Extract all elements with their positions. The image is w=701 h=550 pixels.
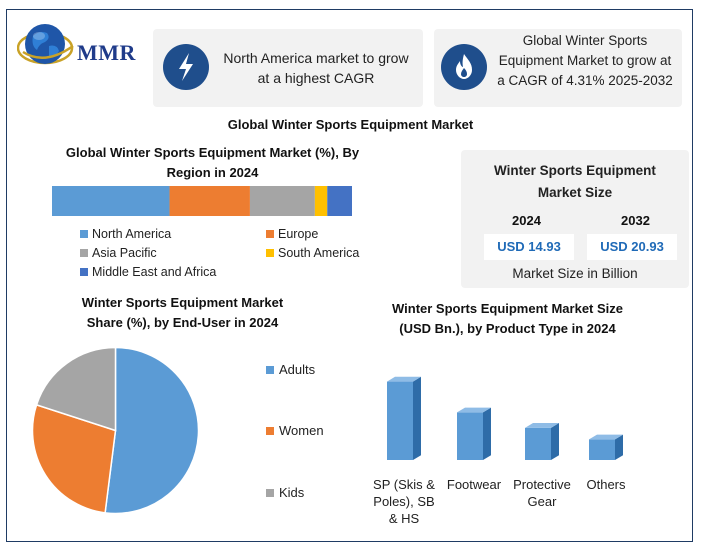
market-size-title-line: Winter Sports Equipment [494,163,656,178]
legend-swatch [266,489,274,497]
brand-name: MMR [77,40,136,65]
legend-swatch [80,249,88,257]
legend-label: Middle East and Africa [92,265,217,279]
category-label-line: & HS [388,511,420,526]
brand-logo: MMR [16,16,147,76]
legend-swatch [266,249,274,257]
product-bar-chart [387,376,623,460]
legend-item-asia-pacific: Asia Pacific [80,246,157,260]
region-chart-title: Global Winter Sports Equipment Market (%… [40,143,385,183]
legend-label: South America [278,246,360,260]
legend-label: Adults [279,362,316,377]
title-line: Share (%), by End-User in 2024 [86,315,279,330]
category-label-protective-gear: Protective Gear [502,476,582,510]
legend-label: Women [279,423,324,438]
product-bar-sp-skis-poles-sb-hs [387,376,421,460]
legend-label: Europe [278,227,319,241]
legend-label: North America [92,227,172,241]
category-label-line: Footwear [446,477,502,492]
region-bar-segment-middle-east-and-africa [327,186,352,216]
product-bar-protective-gear [525,423,559,460]
card-text-line: a CAGR of 4.31% 2025-2032 [497,73,673,88]
title-line: (USD Bn.), by Product Type in 2024 [399,321,616,336]
title-line: Winter Sports Equipment Market Size [391,301,624,316]
region-bar-segment-asia-pacific [249,186,315,216]
legend-item-kids: Kids [266,485,304,500]
category-label-sp-skis-poles-sb-hs: SP (Skis & Poles), SB & HS [369,476,439,527]
card-text-line: North America market to grow [223,50,409,66]
legend-swatch [80,268,88,276]
legend-label: Asia Pacific [92,246,157,260]
legend-item-women: Women [266,423,324,438]
category-label-footwear: Footwear [439,476,509,493]
market-size-panel: Winter Sports Equipment Market Size 2024… [461,150,689,288]
market-value-2024: USD 14.93 [484,234,574,260]
category-label-others: Others [571,476,641,493]
highlight-card-north-america: North America market to grow at a highes… [153,29,423,107]
card-text-line: Equipment Market to grow at [498,53,672,68]
legend-item-adults: Adults [266,362,315,377]
legend-swatch [266,366,274,374]
market-size-title-line: Market Size [537,185,613,200]
title-line: Global Winter Sports Equipment Market (%… [65,145,360,160]
legend-item-south-america: South America [266,246,359,260]
legend-swatch [266,230,274,238]
title-line: Region in 2024 [166,165,259,180]
legend-item-north-america: North America [80,227,171,241]
pie-slice-kids [35,346,117,432]
product-bar-footwear [457,407,491,460]
market-size-footer: Market Size in Billion [512,266,638,281]
title-line: Winter Sports Equipment Market [81,295,284,310]
region-stacked-bar [52,186,352,216]
flame-icon [441,44,487,90]
year-2032: 2032 [621,213,650,228]
category-label-line: Poles), SB [373,494,435,509]
product-bar-others [589,434,623,460]
legend-swatch [266,427,274,435]
market-value-2032: USD 20.93 [587,234,677,260]
legend-item-europe: Europe [266,227,318,241]
category-label-line: Protective [513,477,571,492]
legend-swatch [80,230,88,238]
category-label-line: Others [586,477,626,492]
region-bar-segment-europe [169,186,250,216]
legend-label: Kids [279,485,305,500]
card-text-line: Global Winter Sports [522,33,648,48]
main-title: Global Winter Sports Equipment Market [227,117,474,132]
product-chart-title: Winter Sports Equipment Market Size (USD… [370,299,645,339]
region-bar-segment-north-america [52,186,170,216]
enduser-pie-chart [31,346,200,515]
highlight-card-cagr: Global Winter Sports Equipment Market to… [434,29,682,107]
lightning-icon [163,44,209,90]
region-bar-segment-south-america [314,186,328,216]
pie-slice-adults [104,346,200,515]
card-text-line: at a highest CAGR [257,70,375,86]
pie-slice-women [31,403,117,514]
category-label-line: Gear [527,494,557,509]
enduser-chart-title: Winter Sports Equipment Market Share (%)… [45,293,320,333]
legend-item-middle-east-and-africa: Middle East and Africa [80,265,216,279]
year-2024: 2024 [512,213,541,228]
globe-icon [16,24,74,65]
category-label-line: SP (Skis & [373,477,435,492]
